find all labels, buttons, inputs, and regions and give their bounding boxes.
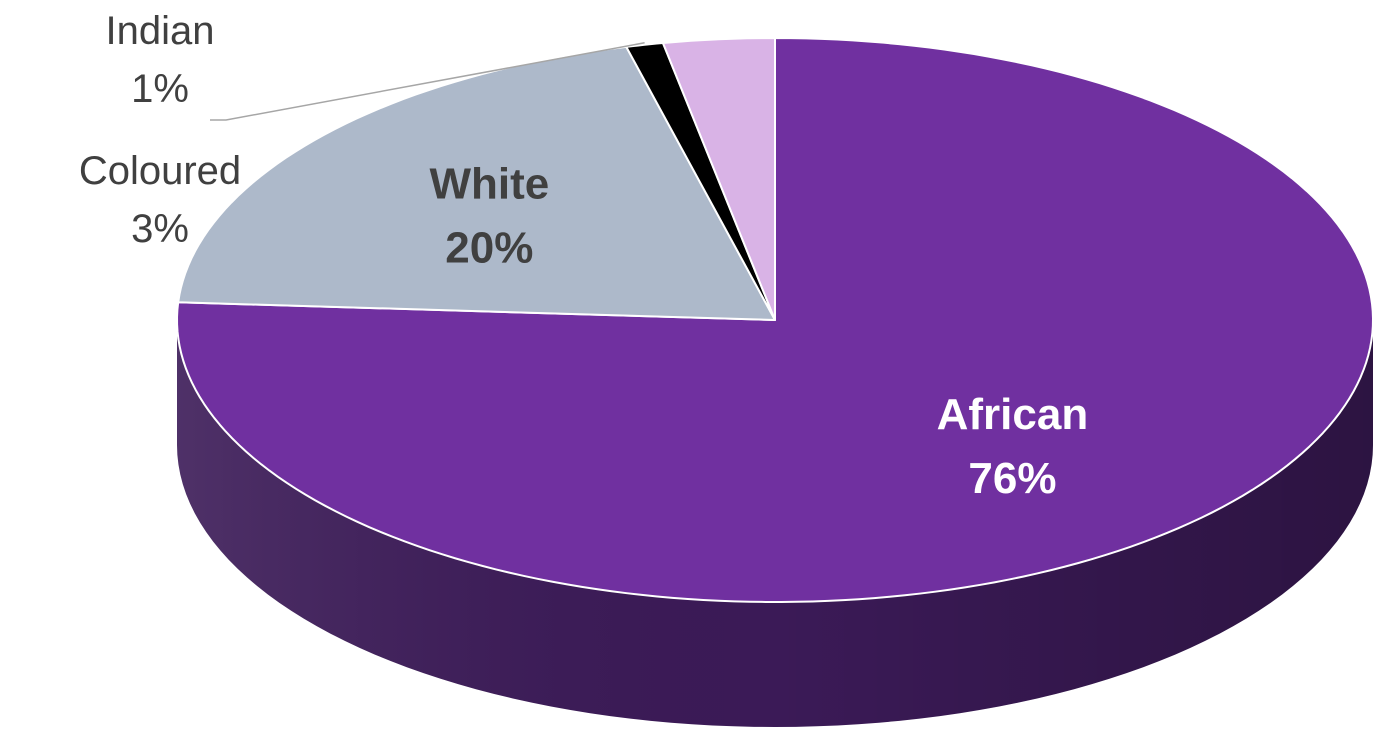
data-label-category: Coloured xyxy=(79,149,241,193)
leader-lines xyxy=(210,42,645,121)
pie-slice-coloured xyxy=(661,37,776,321)
pie-side-layer xyxy=(177,320,1373,727)
data-label-value: 76% xyxy=(968,454,1056,503)
data-label-category: African xyxy=(937,390,1089,439)
data-label-african: African 76% xyxy=(937,390,1089,503)
data-label-indian: Indian 1% xyxy=(106,9,215,111)
data-label-value: 20% xyxy=(445,224,533,273)
data-label-category: White xyxy=(429,160,549,209)
data-label-white: White 20% xyxy=(429,160,549,273)
pie-slice-indian xyxy=(625,41,776,321)
pie-slice-white xyxy=(177,45,776,321)
leader-line-indian xyxy=(210,42,645,121)
pie-top-layer xyxy=(176,37,1373,603)
pie-side-shade-african xyxy=(177,320,1373,727)
data-labels: African 76% White 20% Indian 1% Coloured 3% xyxy=(79,9,1088,503)
data-label-category: Indian xyxy=(106,9,215,53)
data-label-value: 3% xyxy=(131,207,189,251)
data-label-coloured: Coloured 3% xyxy=(79,149,241,251)
data-label-value: 1% xyxy=(131,67,189,111)
